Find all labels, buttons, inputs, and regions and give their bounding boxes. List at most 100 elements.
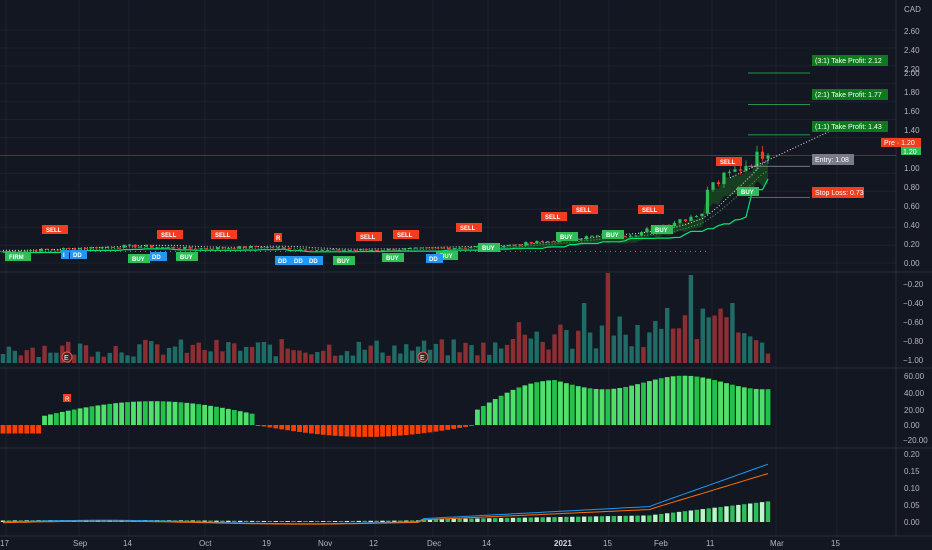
macd-histogram-bar bbox=[736, 504, 741, 522]
time-tick: 19 bbox=[262, 539, 271, 548]
momentum-bar bbox=[415, 425, 421, 434]
momentum-axis: 60.00 40.00 20.00 0.00 −20.00 bbox=[903, 372, 928, 445]
momentum-bar bbox=[320, 425, 326, 435]
signal-label-buy: BUY bbox=[386, 256, 399, 262]
momentum-bar bbox=[498, 395, 504, 425]
price-tick: 2.20 bbox=[904, 65, 920, 74]
candle-body bbox=[304, 249, 308, 251]
macd-histogram-bar bbox=[226, 520, 231, 522]
momentum-bar bbox=[356, 425, 362, 437]
momentum-bar bbox=[629, 385, 635, 425]
momentum-pane[interactable] bbox=[0, 375, 771, 437]
volume-bar bbox=[42, 345, 47, 363]
signal-label-buy: BUY bbox=[741, 190, 754, 196]
candle-body bbox=[122, 244, 126, 248]
price-tick: 1.60 bbox=[904, 107, 920, 116]
last-price-label: Pre · 1.20 bbox=[884, 140, 915, 147]
signal-label-sell: SELL bbox=[46, 228, 62, 234]
momentum-bar bbox=[65, 410, 71, 425]
macd-histogram-bar bbox=[208, 520, 213, 522]
macd-pane[interactable] bbox=[0, 463, 771, 525]
momentum-bar bbox=[0, 425, 6, 434]
momentum-bar bbox=[220, 407, 225, 425]
candle-body bbox=[386, 248, 390, 251]
momentum-bar bbox=[142, 401, 148, 425]
momentum-bar bbox=[469, 425, 474, 426]
grid-lines bbox=[0, 0, 896, 536]
candle-body bbox=[6, 250, 11, 252]
volume-bar bbox=[528, 338, 533, 363]
volume-bar bbox=[659, 328, 664, 363]
momentum-bar bbox=[421, 425, 427, 434]
momentum-bar bbox=[463, 425, 468, 427]
volume-bar bbox=[220, 351, 225, 363]
volume-bar bbox=[71, 354, 77, 363]
volume-bar bbox=[445, 355, 450, 363]
trade-levels: (3:1) Take Profit: 2.12 (2:1) Take Profi… bbox=[812, 55, 888, 198]
mom-tick: −20.00 bbox=[903, 436, 928, 445]
candle-body bbox=[166, 247, 170, 249]
volume-bar bbox=[386, 355, 391, 363]
macd-histogram-bar bbox=[493, 518, 498, 522]
macd-tick: 0.15 bbox=[904, 467, 920, 476]
momentum-bar bbox=[735, 386, 741, 425]
signal-label-buy: BUY bbox=[606, 233, 619, 239]
signal-label-buy: BUY bbox=[180, 255, 193, 261]
volume-bar bbox=[54, 352, 59, 363]
volume-bar bbox=[267, 344, 273, 363]
macd-histogram-bar bbox=[238, 520, 243, 522]
candle-body bbox=[72, 248, 77, 250]
macd-histogram-bar bbox=[534, 517, 539, 522]
candle-body bbox=[249, 245, 253, 248]
momentum-bar bbox=[368, 425, 374, 437]
volume-bar bbox=[576, 330, 581, 363]
price-tick: 0.40 bbox=[904, 221, 920, 230]
macd-histogram-bar bbox=[214, 520, 219, 522]
momentum-bar bbox=[6, 425, 12, 434]
candle-body bbox=[221, 247, 225, 249]
macd-histogram-bar bbox=[700, 509, 705, 522]
macd-histogram-bar bbox=[451, 518, 456, 522]
macd-tick: 0.20 bbox=[904, 450, 920, 459]
volume-bar bbox=[226, 342, 231, 363]
macd-histogram-bar bbox=[433, 519, 439, 522]
candle-body bbox=[177, 248, 181, 250]
volume-bar bbox=[273, 356, 278, 363]
volume-bar bbox=[392, 345, 397, 363]
momentum-bar bbox=[237, 411, 243, 425]
momentum-bar bbox=[202, 404, 208, 425]
volume-bar bbox=[753, 340, 759, 363]
signal-labels: FIRM I DD BUY BUY DD BUY DD DD DD BUY BU… bbox=[5, 157, 759, 265]
macd-histogram-bar bbox=[303, 521, 308, 522]
mom-tick: 60.00 bbox=[904, 372, 925, 381]
candle-body bbox=[265, 247, 269, 249]
volume-bar bbox=[670, 328, 676, 363]
momentum-bar bbox=[131, 401, 136, 425]
time-axis: 17 Sep 14 Oct 19 Nov 12 Dec 14 2021 15 F… bbox=[0, 539, 840, 548]
macd-histogram-bar bbox=[623, 515, 628, 522]
momentum-bar bbox=[516, 387, 522, 425]
macd-histogram-bar bbox=[392, 520, 397, 522]
macd-histogram-bar bbox=[504, 517, 510, 522]
volume-bar bbox=[611, 335, 617, 363]
volume-bar bbox=[475, 355, 480, 363]
volume-bar bbox=[409, 350, 415, 363]
volume-bar bbox=[196, 342, 201, 363]
candle-body bbox=[348, 250, 352, 252]
volume-bar bbox=[564, 330, 569, 363]
price-pane[interactable] bbox=[0, 72, 896, 254]
macd-histogram-bar bbox=[659, 513, 664, 522]
momentum-bar bbox=[397, 425, 403, 436]
candle-body bbox=[144, 245, 148, 247]
momentum-bar bbox=[510, 389, 516, 425]
price-tick: 1.00 bbox=[904, 164, 920, 173]
volume-bar bbox=[202, 350, 207, 363]
signal-line bbox=[2, 473, 769, 525]
candle-body bbox=[414, 247, 418, 249]
time-tick: Mar bbox=[770, 539, 784, 548]
price-axis: 2.60 2.40 2.20 2.00 2.00 1.80 1.60 1.40 … bbox=[904, 27, 920, 268]
volume-pane[interactable] bbox=[0, 273, 771, 363]
macd-histogram-bar bbox=[457, 518, 462, 522]
vol-tick: −0.40 bbox=[903, 299, 924, 308]
